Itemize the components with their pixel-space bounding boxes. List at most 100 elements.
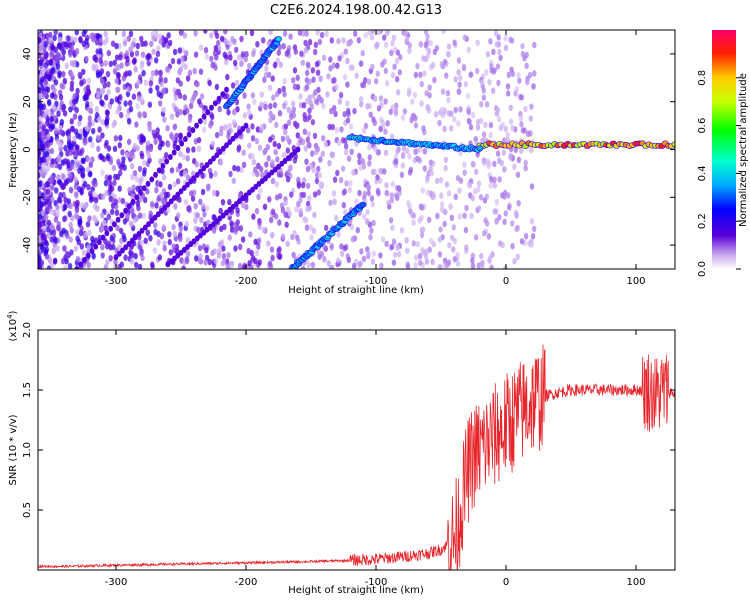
noise-cell [98,153,103,160]
noise-cell [274,121,279,129]
noise-cell [368,234,373,241]
noise-cell [155,132,160,139]
noise-cell [45,165,51,172]
streak-cell [145,180,151,187]
noise-cell [257,219,262,226]
noise-cell [308,224,314,231]
noise-cell [41,124,46,131]
noise-cell [365,184,371,191]
noise-cell [225,262,230,269]
noise-cell [424,55,429,63]
snr-frame [37,329,676,571]
noise-cell [45,59,50,66]
noise-cell [95,72,101,79]
noise-cell [218,207,223,215]
streak-cell [152,214,158,221]
noise-cell [316,165,321,173]
noise-cell [58,94,64,101]
noise-cell [523,159,528,166]
noise-cell [114,42,119,50]
noise-cell [438,176,444,184]
noise-cell [484,193,489,200]
noise-cell [38,229,43,236]
noise-cell [516,72,521,79]
noise-cell [62,215,67,223]
noise-cell [376,30,381,36]
noise-cell [494,199,499,206]
streak-cell [207,158,213,165]
noise-cell [164,152,169,159]
noise-cell [105,259,110,266]
noise-cell [342,245,347,252]
noise-cell [145,54,150,61]
streak-cell [142,224,148,231]
noise-cell [503,210,508,217]
noise-cell [440,88,446,95]
noise-cell [389,243,395,251]
noise-cell [315,99,320,106]
noise-cell [132,57,137,64]
noise-cell [113,135,119,142]
noise-cell [52,34,57,42]
streak-cell [243,122,249,129]
noise-cell [103,60,109,67]
noise-cell [209,32,214,39]
noise-cell [302,115,308,123]
noise-cell [166,32,171,39]
noise-cell [272,101,278,109]
noise-cell [141,110,147,118]
noise-cell [222,223,227,231]
noise-cell [103,30,108,38]
noise-cell [359,157,365,164]
noise-cell [435,212,440,220]
noise-cell [119,111,124,119]
noise-cell [423,41,428,49]
noise-cell [77,71,83,79]
noise-cell [85,100,90,108]
noise-cell [85,221,91,228]
noise-cell [252,98,257,106]
noise-cell [158,69,163,77]
noise-cell [451,246,456,253]
noise-cell [135,102,140,110]
noise-cell [523,165,528,172]
noise-cell [57,163,63,170]
noise-cell [407,42,412,49]
noise-cell [283,123,289,130]
noise-cell [143,196,148,204]
noise-cell [228,127,233,135]
noise-cell [200,188,206,196]
feature-cell [274,36,282,42]
noise-cell [244,50,249,58]
noise-cell [111,121,116,129]
noise-cell [286,119,292,126]
noise-cell [316,248,321,255]
noise-cell [50,44,56,51]
noise-cell [85,156,91,163]
noise-cell [69,60,75,67]
noise-cell [40,134,46,142]
feature-cell [476,145,484,152]
noise-cell [487,79,492,86]
noise-cell [143,237,148,244]
noise-cell [187,116,193,124]
noise-cell [178,235,183,243]
noise-cell [191,146,196,153]
noise-cell [456,120,461,127]
noise-cell [394,192,399,199]
x-tick-label: -300 [105,276,128,287]
noise-cell [452,116,457,123]
noise-cell [441,30,446,34]
noise-cell [257,144,263,151]
noise-cell [127,186,132,194]
noise-cell [342,111,347,118]
noise-cell [68,172,73,179]
noise-cell [223,124,228,131]
noise-cell [260,171,265,179]
noise-cell [196,145,202,152]
noise-cell [458,74,463,82]
noise-cell [328,199,333,206]
noise-cell [404,36,410,43]
noise-cell [138,185,143,192]
